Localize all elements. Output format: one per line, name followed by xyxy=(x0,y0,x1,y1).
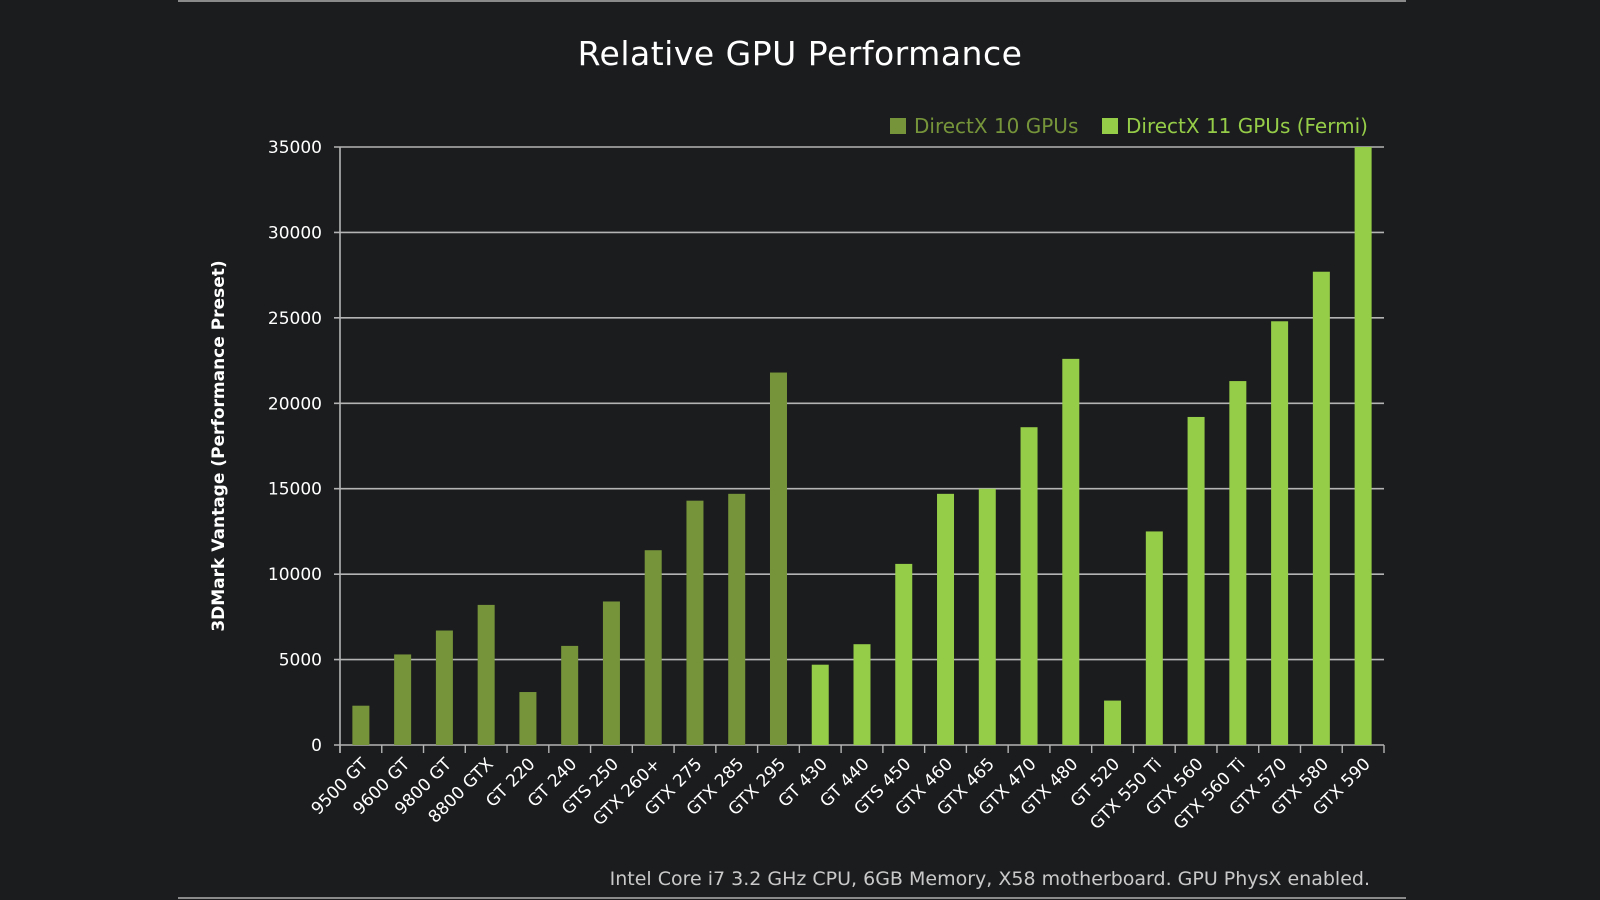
y-tick-label: 25000 xyxy=(268,309,322,329)
bar xyxy=(769,372,787,745)
bar xyxy=(602,601,620,745)
y-tick-label: 0 xyxy=(311,736,322,756)
bar xyxy=(352,705,370,745)
bottom-divider xyxy=(178,897,1406,899)
bar xyxy=(1020,427,1038,745)
legend-label: DirectX 10 GPUs xyxy=(914,114,1078,138)
top-divider xyxy=(178,0,1406,2)
bar xyxy=(686,500,704,745)
y-tick-label: 30000 xyxy=(268,223,322,243)
chart-footnote: Intel Core i7 3.2 GHz CPU, 6GB Memory, X… xyxy=(609,868,1370,890)
bar xyxy=(644,550,662,745)
bar xyxy=(1187,416,1205,745)
bar xyxy=(1271,321,1289,745)
legend-label: DirectX 11 GPUs (Fermi) xyxy=(1126,114,1368,138)
chart-title: Relative GPU Performance xyxy=(577,34,1023,73)
bar xyxy=(728,493,746,745)
y-tick-label: 15000 xyxy=(268,480,322,500)
bar xyxy=(937,493,955,745)
bar xyxy=(978,488,996,745)
legend-swatch xyxy=(890,118,906,134)
legend-swatch xyxy=(1102,118,1118,134)
bar xyxy=(1145,531,1163,745)
bar xyxy=(811,664,829,745)
y-tick-label: 35000 xyxy=(268,138,322,158)
legend: DirectX 10 GPUs DirectX 11 GPUs (Fermi) xyxy=(890,114,1368,138)
y-axis-title: 3DMark Vantage (Performance Preset) xyxy=(209,260,229,631)
bar xyxy=(1062,358,1080,745)
y-tick-label: 20000 xyxy=(268,394,322,414)
y-tick-label: 10000 xyxy=(268,565,322,585)
bar xyxy=(561,645,579,745)
bar xyxy=(435,630,453,745)
bar xyxy=(394,654,412,745)
bar xyxy=(853,644,871,745)
y-tick-label: 5000 xyxy=(279,651,322,671)
bar xyxy=(895,563,913,745)
bar xyxy=(519,692,537,745)
bar xyxy=(477,604,495,745)
bar xyxy=(1104,700,1122,745)
bar xyxy=(1312,271,1330,745)
bar xyxy=(1354,147,1372,745)
bar xyxy=(1229,381,1247,745)
